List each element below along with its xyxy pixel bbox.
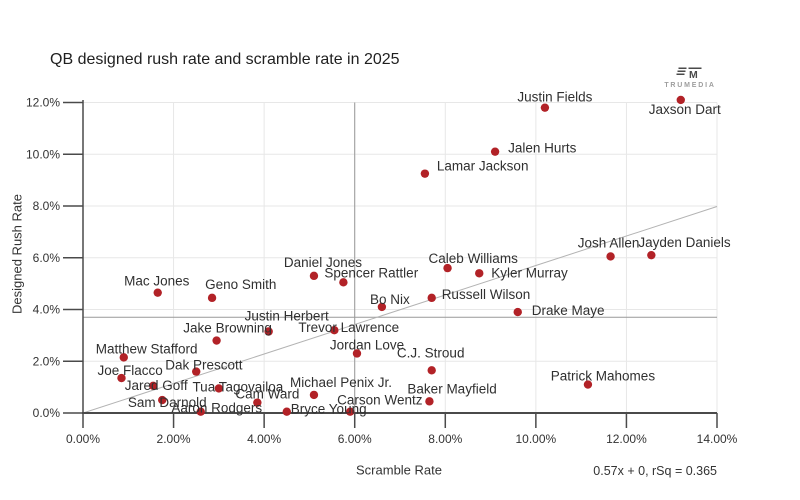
y-tick-label: 8.0% xyxy=(33,199,61,213)
point-label-justin-herbert: Justin Herbert xyxy=(245,308,329,323)
data-point-bo-nix[interactable] xyxy=(377,302,387,312)
trumedia-logo-icon: M xyxy=(676,67,702,80)
data-point-joe-flacco[interactable] xyxy=(117,373,126,383)
data-point-carson-wentz[interactable] xyxy=(345,407,355,416)
data-point-lamar-jackson[interactable] xyxy=(420,169,430,178)
data-point-daniel-jones[interactable] xyxy=(309,271,319,281)
data-point-geno-smith[interactable] xyxy=(207,293,217,303)
trend-line xyxy=(82,206,718,414)
point-label-jaxson-dart: Jaxson Dart xyxy=(649,102,721,117)
axes: 0.0% 2.0% 4.0% 6.0% 8.0% 10.0% 12.0% 0.00% 2.00%… xyxy=(26,96,738,447)
data-point-drake-maye[interactable] xyxy=(513,307,522,317)
point-label-dak-prescott: Dak Prescott xyxy=(165,358,243,373)
point-label-jake-browning: Jake Browning xyxy=(183,321,272,336)
y-tick-label: 2.0% xyxy=(33,354,61,368)
y-tick-label: 12.0% xyxy=(26,96,60,110)
data-point-kyler-murray[interactable] xyxy=(475,269,484,278)
point-label-carson-wentz: Carson Wentz xyxy=(337,393,423,408)
point-label-trevor-lawrence: Trevor Lawrence xyxy=(298,320,399,335)
data-point-justin-fields[interactable] xyxy=(540,103,550,112)
point-label-josh-allen: Josh Allen xyxy=(578,235,640,250)
point-label-matthew-stafford: Matthew Stafford xyxy=(96,341,198,356)
data-point-dak-prescott[interactable] xyxy=(192,367,201,376)
point-label-jalen-hurts: Jalen Hurts xyxy=(508,141,577,156)
point-label-spencer-rattler: Spencer Rattler xyxy=(324,265,418,280)
data-points xyxy=(117,95,685,416)
x-tick-label: 8.00% xyxy=(428,432,462,446)
data-point-bryce-young[interactable] xyxy=(282,407,291,416)
point-label-tua-tagovailoa: Tua Tagovailoa xyxy=(192,379,283,394)
trumedia-logo: M TRUMEDIA xyxy=(655,66,725,89)
data-point-jared-goff[interactable] xyxy=(148,381,158,391)
data-point-cam-ward[interactable] xyxy=(253,398,262,407)
point-label-geno-smith: Geno Smith xyxy=(205,277,276,292)
point-labels: Justin Fields Jaxson Dart Jalen Hurts Lamar… xyxy=(96,90,731,417)
x-tick-label: 2.00% xyxy=(157,432,191,446)
data-point-jake-browning[interactable] xyxy=(212,336,221,345)
data-point-caleb-williams[interactable] xyxy=(443,263,452,273)
point-label-c-j-stroud: C.J. Stroud xyxy=(397,345,465,360)
point-label-michael-penix-jr: Michael Penix Jr. xyxy=(290,375,392,390)
data-point-justin-herbert[interactable] xyxy=(264,327,273,336)
point-label-baker-mayfield: Baker Mayfield xyxy=(407,381,496,396)
data-point-sam-darnold[interactable] xyxy=(158,395,167,405)
x-tick-label: 6.00% xyxy=(338,432,372,446)
x-tick-label: 4.00% xyxy=(247,432,281,446)
point-label-daniel-jones: Daniel Jones xyxy=(284,255,362,270)
x-axis-title: Scramble Rate xyxy=(356,462,442,478)
data-point-baker-mayfield[interactable] xyxy=(425,397,434,406)
chart-title: QB designed rush rate and scramble rate … xyxy=(50,51,400,68)
data-point-michael-penix-jr[interactable] xyxy=(309,390,319,400)
data-point-matthew-stafford[interactable] xyxy=(119,353,128,362)
point-label-cam-ward: Cam Ward xyxy=(235,387,299,402)
y-axis-title: Designed Rush Rate xyxy=(9,194,25,314)
point-label-bo-nix: Bo Nix xyxy=(370,292,410,307)
point-label-caleb-williams: Caleb Williams xyxy=(429,251,519,266)
svg-text:M: M xyxy=(689,69,698,80)
x-tick-label: 10.00% xyxy=(516,432,557,446)
data-point-mac-jones[interactable] xyxy=(153,288,162,297)
x-tick-label: 12.00% xyxy=(606,432,647,446)
data-point-jaxson-dart[interactable] xyxy=(676,95,685,105)
y-tick-label: 0.0% xyxy=(33,406,61,420)
data-point-trevor-lawrence[interactable] xyxy=(330,326,339,335)
point-label-russell-wilson: Russell Wilson xyxy=(442,287,531,302)
data-point-jalen-hurts[interactable] xyxy=(490,147,500,156)
data-point-jordan-love[interactable] xyxy=(352,349,362,358)
data-point-aaron-rodgers[interactable] xyxy=(196,407,205,416)
data-point-jayden-daniels[interactable] xyxy=(647,250,656,260)
trumedia-logo-text: TRUMEDIA xyxy=(664,82,716,89)
point-label-drake-maye: Drake Maye xyxy=(532,303,605,318)
data-point-josh-allen[interactable] xyxy=(606,252,615,261)
data-point-tua-tagovailoa[interactable] xyxy=(214,384,224,393)
y-tick-label: 6.0% xyxy=(33,251,61,265)
point-label-lamar-jackson: Lamar Jackson xyxy=(437,159,529,174)
point-label-patrick-mahomes: Patrick Mahomes xyxy=(551,369,656,384)
point-label-jordan-love: Jordan Love xyxy=(330,337,404,352)
x-tick-label: 0.00% xyxy=(66,432,100,446)
y-tick-label: 4.0% xyxy=(33,303,61,317)
trend-formula: 0.57x + 0, rSq = 0.365 xyxy=(593,464,717,478)
point-label-jayden-daniels: Jayden Daniels xyxy=(638,235,731,250)
y-tick-label: 10.0% xyxy=(26,147,60,161)
data-point-patrick-mahomes[interactable] xyxy=(583,380,593,389)
point-label-sam-darnold: Sam Darnold xyxy=(128,395,207,410)
average-lines xyxy=(83,102,717,413)
data-point-russell-wilson[interactable] xyxy=(427,293,436,303)
point-label-justin-fields: Justin Fields xyxy=(517,90,592,105)
point-label-bryce-young: Bryce Young xyxy=(291,402,367,417)
point-label-kyler-murray: Kyler Murray xyxy=(491,265,568,280)
data-point-spencer-rattler[interactable] xyxy=(339,278,348,287)
x-tick-label: 14.00% xyxy=(697,432,738,446)
point-label-aaron-rodgers: Aaron Rodgers xyxy=(171,401,262,416)
point-label-mac-jones: Mac Jones xyxy=(124,274,190,289)
data-point-c-j-stroud[interactable] xyxy=(427,366,436,375)
point-label-jared-goff: Jared Goff xyxy=(125,378,188,393)
point-label-joe-flacco: Joe Flacco xyxy=(97,363,162,378)
